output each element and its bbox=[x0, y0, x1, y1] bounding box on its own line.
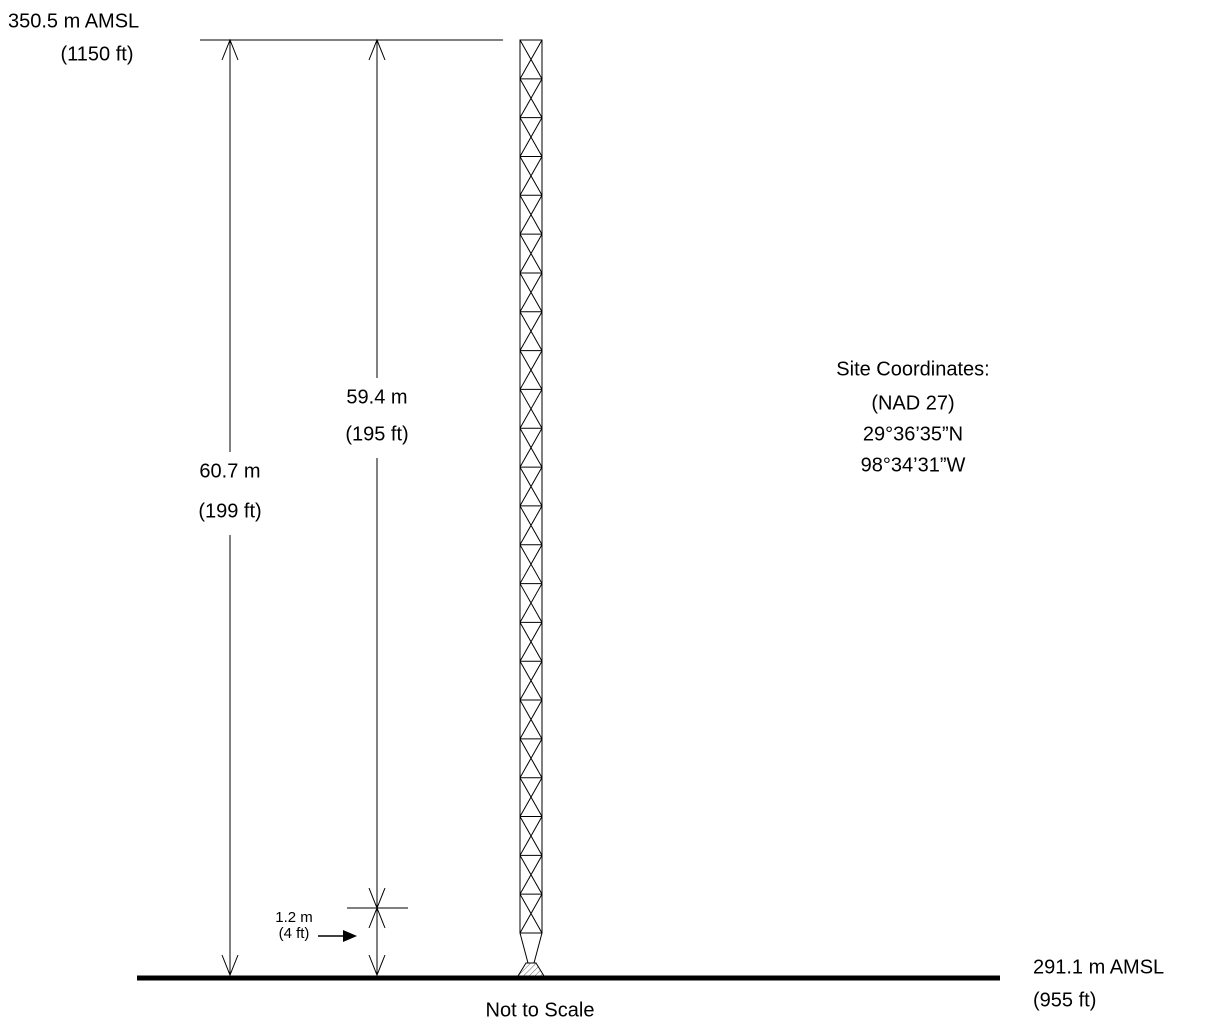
tower-base bbox=[517, 962, 545, 977]
coordinates-title: Site Coordinates: bbox=[836, 358, 989, 380]
lattice-member bbox=[519, 311, 543, 351]
lattice-member bbox=[519, 660, 543, 701]
lattice-member bbox=[519, 466, 543, 507]
lattice-member bbox=[519, 39, 543, 80]
tower-height-imperial: (195 ft) bbox=[345, 423, 408, 445]
longitude: 98°34’31”W bbox=[861, 454, 966, 476]
top-elevation-metric: 350.5 m AMSL bbox=[8, 10, 139, 32]
lattice-member bbox=[519, 893, 543, 934]
overall-dimension bbox=[221, 38, 239, 977]
lattice-member bbox=[519, 272, 543, 313]
scale-note: Not to Scale bbox=[486, 999, 595, 1021]
lattice-member bbox=[519, 699, 543, 740]
lattice-member bbox=[519, 117, 543, 157]
lattice-member bbox=[519, 855, 543, 895]
lattice-member bbox=[519, 156, 543, 196]
lattice-member bbox=[519, 622, 543, 662]
lattice-member bbox=[519, 233, 543, 274]
lattice-member bbox=[519, 350, 543, 390]
latitude: 29°36’35”N bbox=[863, 423, 963, 445]
top-elevation-imperial: (1150 ft) bbox=[61, 43, 134, 65]
base-arrow bbox=[318, 930, 357, 942]
lattice-member bbox=[519, 505, 543, 545]
lattice-member bbox=[519, 583, 543, 623]
tower bbox=[519, 39, 543, 964]
ground-elevation-metric: 291.1 m AMSL bbox=[1033, 956, 1164, 978]
lattice-member bbox=[519, 195, 543, 235]
coordinates-datum: (NAD 27) bbox=[871, 392, 954, 414]
base-height-metric: 1.2 m bbox=[275, 909, 313, 926]
lattice-member bbox=[519, 544, 543, 584]
lattice-member bbox=[519, 78, 543, 118]
ground-elevation-imperial: (955 ft) bbox=[1033, 989, 1096, 1011]
tower-dimension bbox=[347, 38, 408, 977]
overall-height-imperial: (199 ft) bbox=[198, 500, 261, 522]
lattice-member bbox=[519, 428, 543, 468]
lattice-member bbox=[519, 816, 543, 856]
lattice-member bbox=[519, 738, 543, 778]
lattice-member bbox=[519, 777, 543, 817]
lattice-member bbox=[519, 389, 543, 429]
overall-height-metric: 60.7 m bbox=[199, 460, 260, 482]
tower-height-metric: 59.4 m bbox=[346, 386, 407, 408]
base-height-imperial: (4 ft) bbox=[279, 925, 310, 942]
